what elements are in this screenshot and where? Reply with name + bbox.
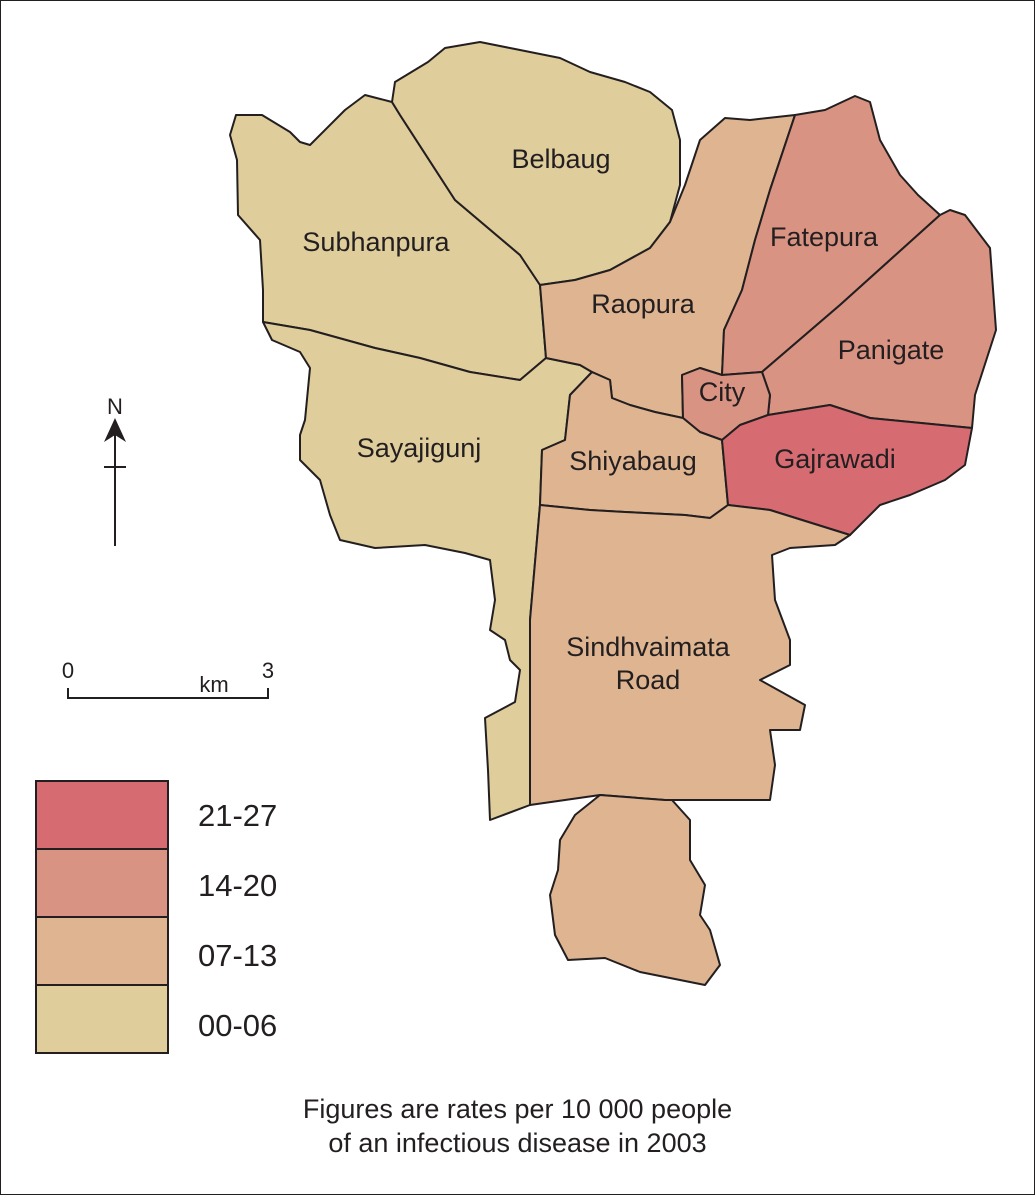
scale-start-label: 0: [62, 658, 74, 683]
region-label-panigate: Panigate: [838, 335, 945, 365]
legend: 21-27 14-20 07-13 00-06: [35, 780, 277, 1054]
map-caption: Figures are rates per 10 000 people of a…: [100, 1092, 935, 1160]
north-arrow: N: [104, 394, 126, 546]
region-label-subhanpura: Subhanpura: [302, 227, 450, 257]
legend-label-21-27: 21-27: [198, 798, 277, 833]
region-label-gajrawadi: Gajrawadi: [774, 444, 896, 474]
region-label-sindhvaimata-line-2: Road: [616, 665, 681, 695]
scale-bar: 0 km 3: [62, 658, 274, 699]
scale-bar-line: [67, 688, 269, 699]
region-label-sindhvaimata-line-1: Sindhvaimata: [566, 632, 731, 662]
legend-swatch-07-13: [35, 916, 169, 986]
legend-swatch-21-27: [35, 780, 169, 850]
legend-swatch-14-20: [35, 848, 169, 918]
region-label-shiyabaug: Shiyabaug: [569, 446, 697, 476]
legend-label-00-06: 00-06: [198, 1008, 277, 1043]
region-label-fatepura: Fatepura: [770, 222, 879, 252]
legend-label-14-20: 14-20: [198, 868, 277, 903]
north-label: N: [107, 394, 123, 419]
legend-label-07-13: 07-13: [198, 938, 277, 973]
scale-unit-label: km: [199, 672, 228, 697]
region-label-belbaug: Belbaug: [511, 144, 610, 174]
caption-line-1: Figures are rates per 10 000 people: [302, 1094, 733, 1124]
region-belbaug[interactable]: [391, 41, 681, 286]
caption-line-2: of an infectious disease in 2003: [328, 1128, 707, 1158]
region-sindhvaimata-road-south[interactable]: [549, 794, 721, 986]
legend-swatch-00-06: [35, 984, 169, 1054]
north-arrow-icon: [104, 418, 126, 442]
region-label-city: City: [699, 377, 746, 407]
region-label-raopura: Raopura: [591, 289, 696, 319]
scale-end-label: 3: [262, 658, 274, 683]
region-label-sayajigunj: Sayajigunj: [357, 433, 482, 463]
